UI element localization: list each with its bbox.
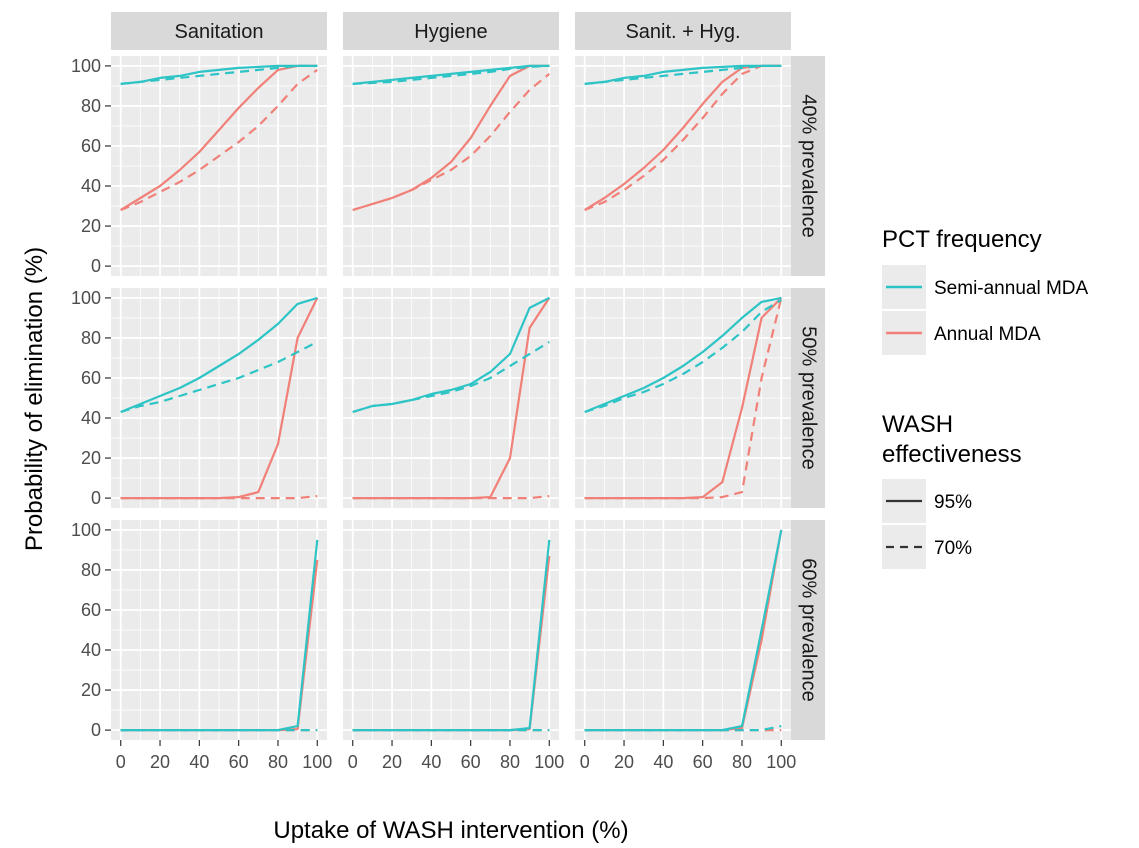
- y-tick-label: 100: [71, 520, 101, 540]
- row-strip-label: 60% prevalence: [798, 558, 820, 701]
- x-tick-label: 20: [614, 752, 634, 772]
- series-line-annual-95: [120, 297, 319, 500]
- y-tick-label: 40: [81, 640, 101, 660]
- legend-label: Semi-annual MDA: [934, 278, 1088, 299]
- x-tick-label: 100: [534, 752, 564, 772]
- series-line-semi-annual-95: [352, 64, 550, 85]
- series-line-semi-annual-95: [584, 64, 782, 85]
- x-tick-label: 100: [766, 752, 796, 772]
- legend-label: 95%: [934, 492, 972, 513]
- x-tick-label: 40: [189, 752, 209, 772]
- legend-title-color: PCT frequency: [882, 226, 1042, 253]
- x-tick-label: 60: [229, 752, 249, 772]
- y-tick-label: 60: [81, 368, 101, 388]
- x-tick-label: 80: [500, 752, 520, 772]
- series-line-semi-annual-95: [120, 64, 318, 85]
- y-axis-title: Probability of elimination (%): [21, 247, 48, 551]
- series-line-semi-annual-70: [120, 340, 318, 414]
- y-tick-label: 0: [91, 720, 101, 740]
- x-tick-label: 20: [382, 752, 402, 772]
- y-tick-label: 60: [81, 600, 101, 620]
- series-line-semi-annual-95: [120, 296, 318, 414]
- series-line-semi-annual-70: [584, 298, 782, 414]
- series-line-annual-95: [584, 64, 782, 211]
- x-tick-label: 40: [421, 752, 441, 772]
- column-strip: [343, 12, 559, 50]
- column-strip: [575, 12, 791, 50]
- series-line-semi-annual-95: [584, 529, 783, 732]
- series-line-semi-annual-95: [352, 296, 550, 414]
- series-line-annual-95: [584, 297, 783, 500]
- series-line-annual-70: [120, 69, 318, 212]
- legend-title-linetype: WASH: [882, 411, 953, 438]
- x-tick-label: 100: [302, 752, 332, 772]
- y-tick-label: 20: [81, 216, 101, 236]
- series-line-annual-95: [120, 64, 318, 211]
- series-line-semi-annual-95: [120, 539, 319, 732]
- series-line-semi-annual-70: [120, 64, 318, 85]
- y-tick-label: 80: [81, 560, 101, 580]
- series-line-annual-95: [352, 64, 550, 212]
- column-strip: [111, 12, 327, 50]
- series-line-annual-95: [352, 297, 551, 500]
- y-tick-label: 60: [81, 136, 101, 156]
- y-tick-label: 40: [81, 176, 101, 196]
- column-strip-label: Hygiene: [414, 21, 487, 43]
- y-tick-label: 40: [81, 408, 101, 428]
- row-strip: [791, 520, 825, 740]
- column-strip-label: Sanitation: [175, 21, 264, 43]
- y-tick-label: 80: [81, 96, 101, 116]
- series-line-annual-70: [584, 64, 782, 212]
- x-tick-label: 40: [653, 752, 673, 772]
- row-strip-label: 40% prevalence: [798, 94, 820, 237]
- x-tick-label: 80: [268, 752, 288, 772]
- x-tick-label: 0: [348, 752, 358, 772]
- legend-title-linetype: effectiveness: [882, 441, 1022, 468]
- row-strip: [791, 288, 825, 508]
- x-tick-label: 60: [693, 752, 713, 772]
- x-tick-label: 0: [116, 752, 126, 772]
- x-tick-label: 60: [461, 752, 481, 772]
- legend-label: 70%: [934, 538, 972, 559]
- row-strip: [791, 56, 825, 276]
- legend-label: Annual MDA: [934, 324, 1041, 345]
- y-tick-label: 100: [71, 288, 101, 308]
- x-axis-title: Uptake of WASH intervention (%): [273, 817, 628, 843]
- y-tick-label: 0: [91, 256, 101, 276]
- series-line-semi-annual-95: [584, 296, 782, 414]
- y-tick-label: 0: [91, 488, 101, 508]
- series-line-semi-annual-95: [352, 539, 551, 732]
- series-line-semi-annual-70: [584, 64, 782, 85]
- x-tick-label: 20: [150, 752, 170, 772]
- y-tick-label: 20: [81, 680, 101, 700]
- column-strip-label: Sanit. + Hyg.: [625, 21, 740, 43]
- x-tick-label: 80: [732, 752, 752, 772]
- x-tick-label: 0: [580, 752, 590, 772]
- y-tick-label: 80: [81, 328, 101, 348]
- y-tick-label: 20: [81, 448, 101, 468]
- series-line-semi-annual-70: [352, 64, 550, 85]
- row-strip-label: 50% prevalence: [798, 326, 820, 469]
- y-tick-label: 100: [71, 56, 101, 76]
